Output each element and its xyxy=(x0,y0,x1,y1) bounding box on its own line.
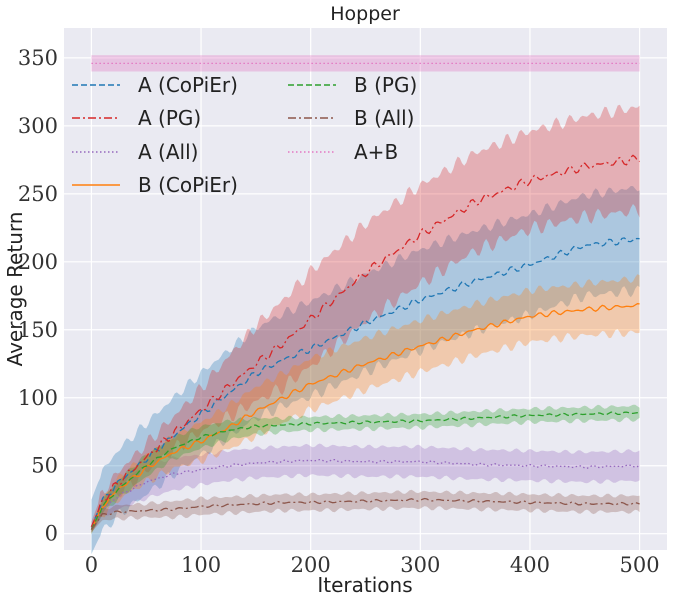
x-tick-labels: 0 100 200 300 400 500 xyxy=(85,553,660,577)
y-tick-label: 250 xyxy=(18,182,58,206)
x-tick-label: 300 xyxy=(400,553,440,577)
legend-label: A (CoPiEr) xyxy=(138,73,238,97)
series-line-0 xyxy=(90,237,640,528)
band-1 xyxy=(91,104,640,533)
legend-label: B (PG) xyxy=(354,73,417,97)
y-tick-label: 150 xyxy=(18,318,58,342)
band-4 xyxy=(91,404,640,534)
y-tick-labels: 0 50 100 150 200 250 300 350 xyxy=(18,46,58,546)
legend: A (CoPiEr) A (PG) A (All) B (CoPiEr) B (PG) B… xyxy=(72,73,417,197)
series-line-1 xyxy=(90,154,640,528)
grid xyxy=(64,28,667,550)
y-tick-label: 300 xyxy=(18,114,58,138)
series-line-4 xyxy=(90,411,640,530)
x-axis-label: Iterations xyxy=(317,573,412,597)
legend-label: B (CoPiEr) xyxy=(138,173,238,197)
y-tick-label: 50 xyxy=(31,454,58,478)
x-tick-label: 100 xyxy=(181,553,221,577)
x-tick-label: 0 xyxy=(85,553,98,577)
legend-label: A (PG) xyxy=(138,106,201,130)
series-lines xyxy=(90,62,640,530)
band-a-plus-b xyxy=(91,55,640,72)
legend-label: A+B xyxy=(354,140,398,164)
y-tick-label: 200 xyxy=(18,250,58,274)
band-3 xyxy=(91,274,640,534)
y-tick-label: 350 xyxy=(18,46,58,70)
x-tick-label: 400 xyxy=(510,553,550,577)
y-tick-label: 0 xyxy=(45,522,58,546)
band-0 xyxy=(91,186,640,555)
legend-label: A (All) xyxy=(138,140,198,164)
y-tick-label: 100 xyxy=(18,386,58,410)
x-tick-label: 500 xyxy=(620,553,660,577)
series-line-5 xyxy=(90,497,640,530)
series-line-2 xyxy=(90,458,640,529)
legend-label: B (All) xyxy=(354,106,414,130)
x-tick-label: 200 xyxy=(291,553,331,577)
y-axis-label: Average Return xyxy=(3,212,27,367)
confidence-bands xyxy=(91,55,640,555)
plot-background xyxy=(64,28,667,550)
chart-title: Hopper xyxy=(330,3,400,25)
band-5 xyxy=(91,489,640,533)
series-line-3 xyxy=(90,303,640,530)
